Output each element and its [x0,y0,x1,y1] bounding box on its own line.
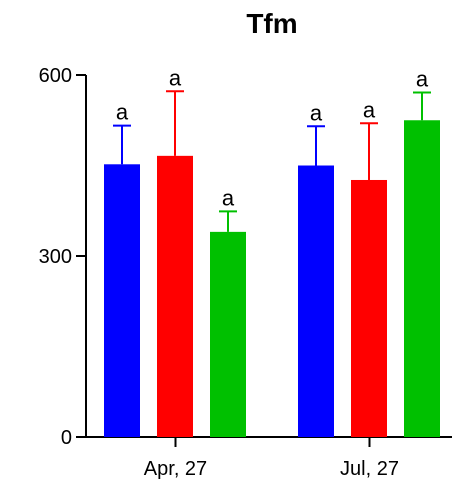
bar [157,155,193,437]
significance-label: a [116,100,129,125]
significance-label: a [416,66,429,91]
y-tick-label: 600 [39,65,72,87]
bar [104,164,140,437]
bar [404,120,440,437]
y-tick-label: 0 [61,427,72,449]
significance-label: a [169,65,182,90]
significance-label: a [310,100,323,125]
x-tick-label: Jul, 27 [340,458,399,480]
bar [298,165,334,437]
plot-area: 0 300 600 Apr, 27 Jul, 27 a a a a a a [39,65,452,480]
significance-label: a [222,185,235,210]
y-tick-label: 300 [39,246,72,268]
x-tick-label: Apr, 27 [144,458,207,480]
bar [210,231,246,437]
bar [351,179,387,438]
significance-label: a [363,97,376,122]
chart-title: Tfm [246,8,297,39]
